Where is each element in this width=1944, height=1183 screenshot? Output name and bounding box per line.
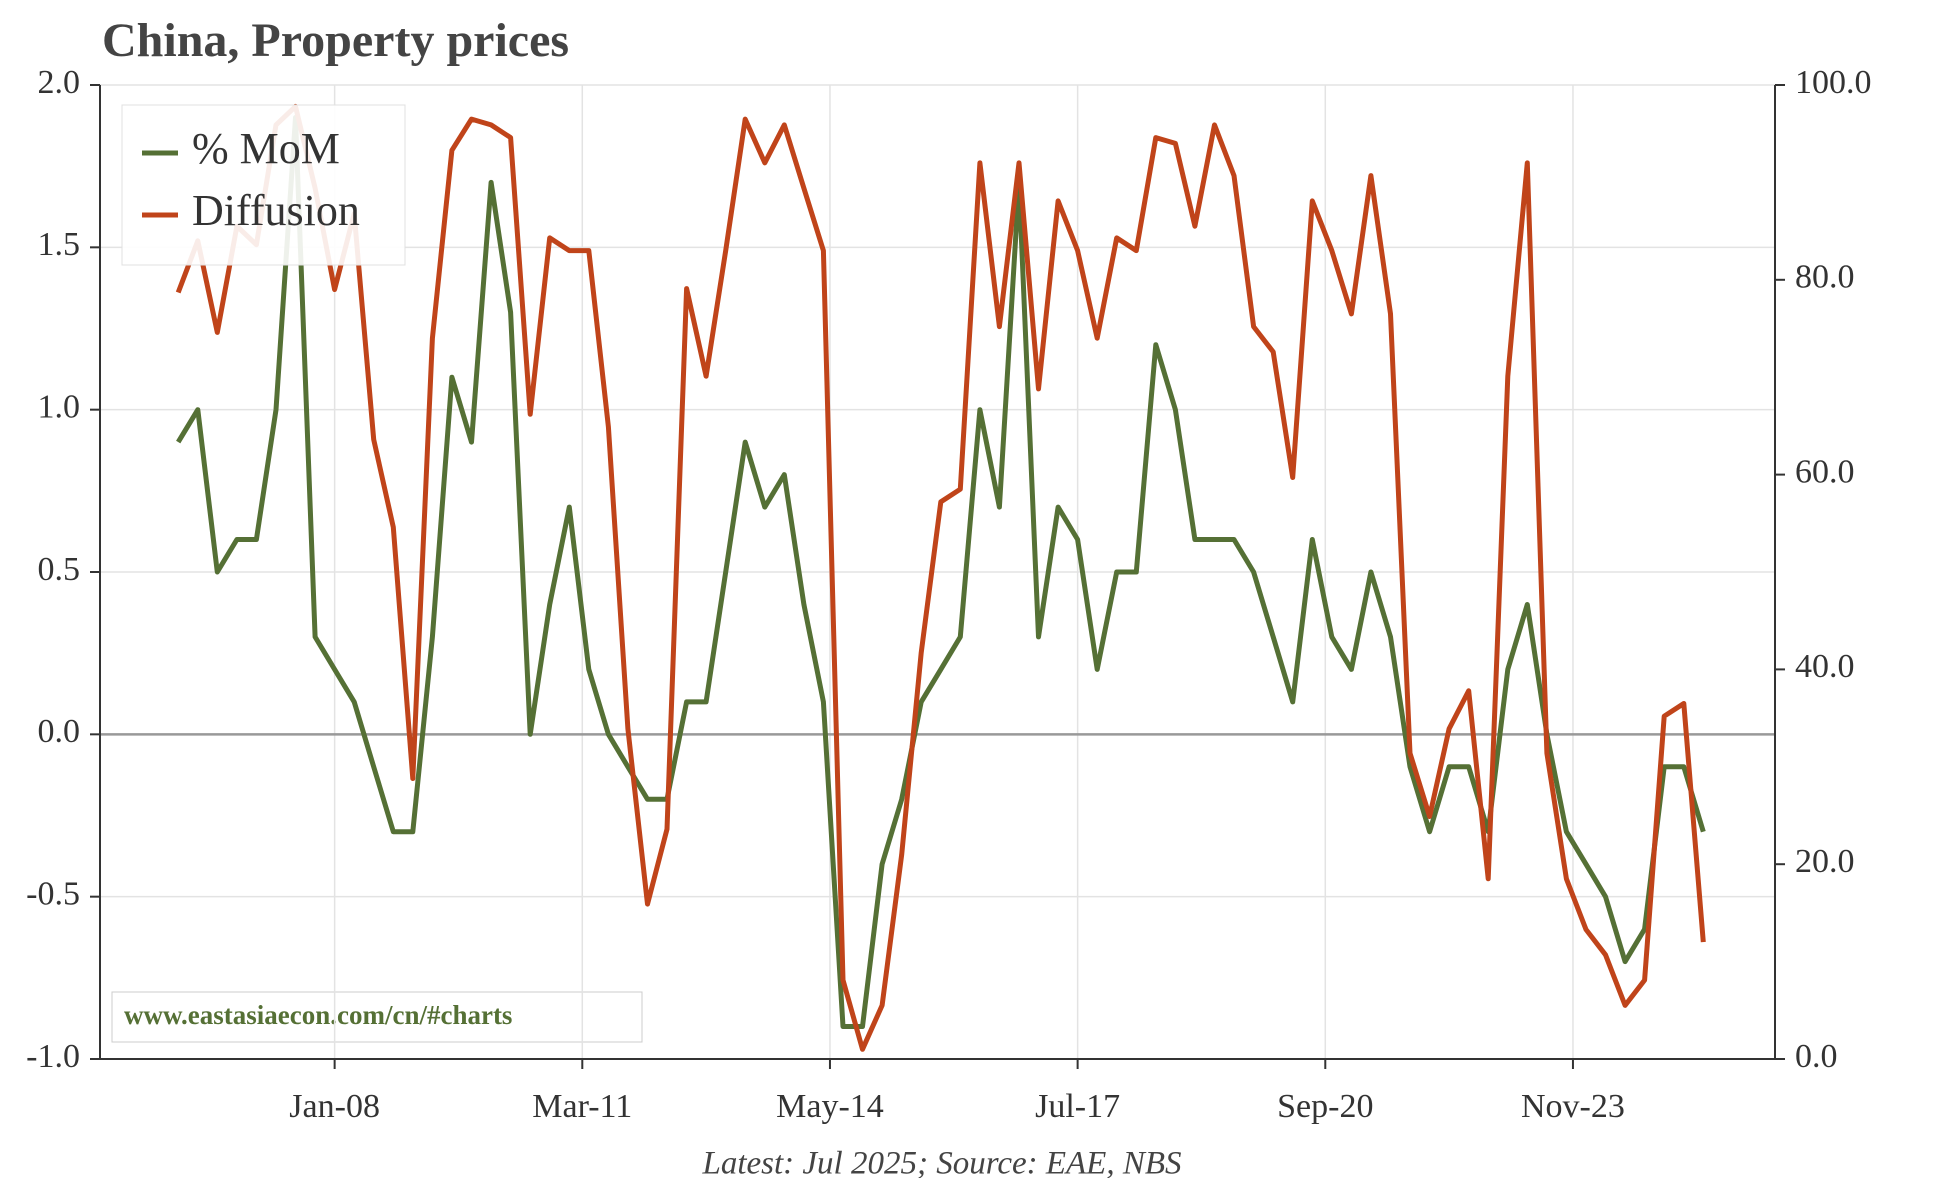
source-note: Latest: Jul 2025; Source: EAE, NBS [701, 1146, 1181, 1178]
y-tick-label: 1.5 [38, 226, 81, 263]
y-tick-label: 2.0 [38, 64, 81, 101]
x-tick-label: Nov-23 [1521, 1088, 1625, 1125]
y2-tick-label: 60.0 [1795, 453, 1855, 490]
watermark: www.eastasiaecon.com/cn/#charts [124, 1000, 512, 1030]
y-tick-label: 0.0 [38, 713, 81, 750]
x-tick-label: Jan-08 [289, 1088, 380, 1125]
x-tick-label: Sep-20 [1277, 1088, 1373, 1125]
series-line [175, 103, 1706, 1052]
watermark-box [111, 991, 643, 1043]
y2-tick-label: 40.0 [1795, 648, 1855, 685]
x-tick-label: Mar-11 [532, 1088, 632, 1125]
y2-tick-label: 80.0 [1795, 259, 1855, 296]
y-tick-label: -0.5 [26, 875, 80, 912]
y-tick-label: 0.5 [38, 551, 81, 588]
y2-tick-label: 100.0 [1795, 64, 1872, 101]
series-line [176, 115, 1706, 1029]
legend-label: Diffusion [192, 186, 360, 235]
x-tick-label: Jul-17 [1035, 1088, 1120, 1125]
y2-tick-label: 0.0 [1795, 1038, 1838, 1075]
y-tick-label: -1.0 [26, 1038, 80, 1075]
y-tick-label: 1.0 [38, 388, 81, 425]
y2-tick-label: 20.0 [1795, 843, 1855, 880]
chart-title: China, Property prices [102, 14, 569, 67]
x-tick-label: May-14 [776, 1088, 884, 1125]
legend-box [121, 104, 406, 266]
legend-label: % MoM [192, 124, 340, 173]
